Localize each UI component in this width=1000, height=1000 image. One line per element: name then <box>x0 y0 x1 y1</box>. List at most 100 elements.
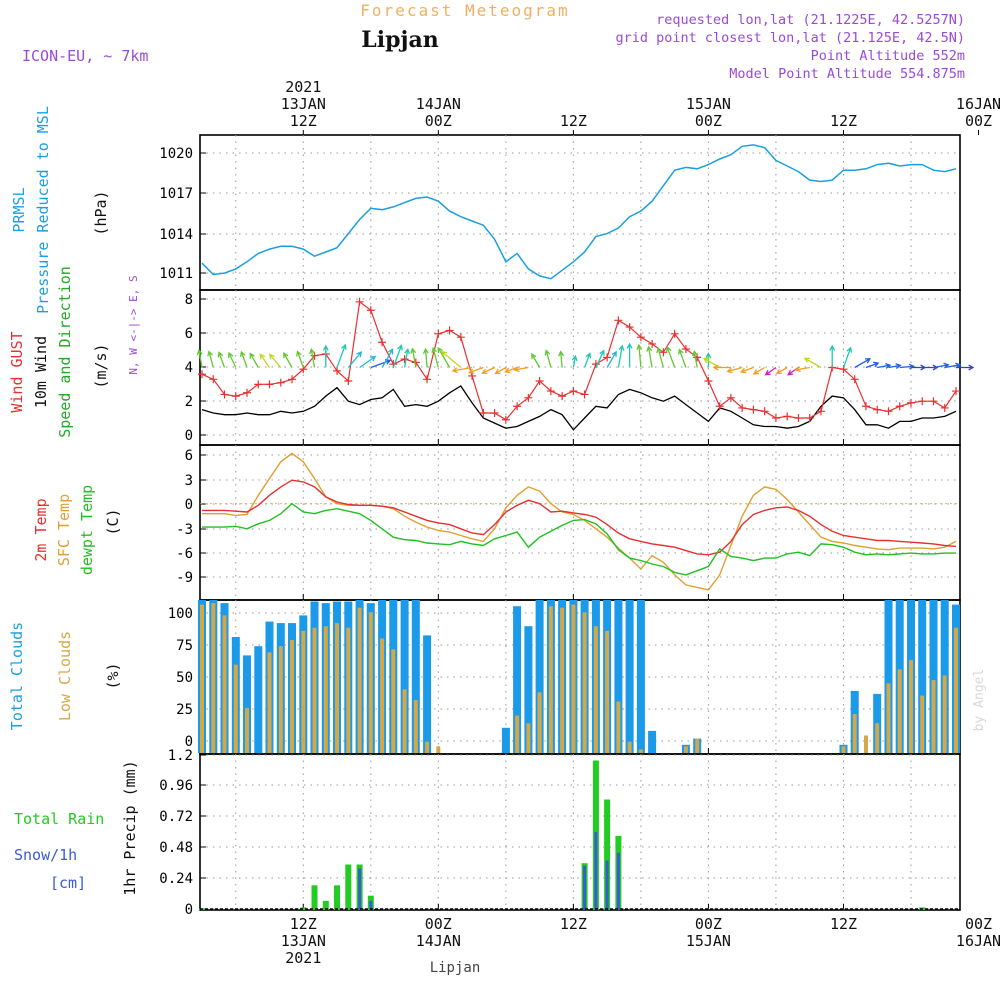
y-tick-label: -9 <box>176 570 193 586</box>
gust-marker <box>749 405 758 414</box>
bottom-axis-label: 00Z <box>965 915 992 933</box>
y-tick-label: 1020 <box>159 146 193 162</box>
wind-direction-arrow <box>877 362 892 369</box>
snow-bar <box>369 900 373 910</box>
low-cloud-bar <box>942 675 947 753</box>
y-tick-label: 0.72 <box>159 809 193 825</box>
y-tick-label: 8 <box>185 292 193 308</box>
top-axis-label: 12Z <box>290 112 317 130</box>
low-cloud-bar <box>200 604 204 753</box>
pressure-line <box>201 144 957 280</box>
gust-marker <box>366 306 375 315</box>
clouds-panel: 100 75 50 25 0 <box>168 599 961 755</box>
low-cloud-bar <box>233 664 238 753</box>
wind-direction-arrow <box>381 348 394 368</box>
wind-direction-arrow <box>239 350 248 368</box>
wind-direction-arrow <box>431 346 439 368</box>
low-cloud-bar <box>886 683 891 753</box>
bottom-axis-label: 12Z <box>290 915 317 933</box>
gust-marker <box>501 415 510 424</box>
wind-direction-arrow <box>764 366 777 376</box>
wind-direction-arrow <box>441 350 462 368</box>
wind-direction-arrow <box>775 366 788 375</box>
sfc-temp-line <box>202 452 957 591</box>
total-cloud-bar <box>400 600 409 753</box>
wind-direction-arrow <box>217 351 226 368</box>
clouds-label-total: Total Clouds <box>8 622 26 730</box>
gust-marker <box>906 398 915 407</box>
gust-marker <box>344 376 353 385</box>
gust-marker <box>861 402 870 411</box>
y-tick-label: 100 <box>168 606 193 622</box>
bottom-axis-label: 15JAN <box>686 932 731 950</box>
wind-direction-arrow <box>606 350 617 368</box>
low-cloud-bar <box>627 741 632 753</box>
credit-watermark: by Angel <box>972 669 987 732</box>
low-cloud-bar <box>346 627 351 753</box>
low-cloud-bar <box>864 735 868 753</box>
precip-label-snow: Snow/1h <box>14 846 77 864</box>
low-cloud-bar <box>852 714 857 753</box>
wind-direction-arrow <box>865 361 880 369</box>
wind-direction-arrow <box>403 347 411 368</box>
low-cloud-bar <box>391 649 396 753</box>
gust-marker <box>636 333 645 342</box>
clouds-label-unit: (%) <box>104 662 122 689</box>
total-cloud-bar <box>636 600 645 753</box>
wind-direction-arrow <box>207 350 214 368</box>
gust-marker <box>603 353 612 362</box>
gust-marker <box>816 407 825 416</box>
y-tick-label: 2 <box>185 394 193 410</box>
gust-marker <box>513 402 522 411</box>
gust-marker <box>648 339 657 348</box>
gust-marker <box>535 376 544 385</box>
precip-label-unit: 1hr Precip (mm) <box>121 760 139 895</box>
rain-bar <box>322 900 329 910</box>
panel-frame <box>199 134 961 291</box>
bottom-axis-label: 16JAN <box>956 932 1000 950</box>
total-cloud-bar <box>411 600 420 753</box>
y-tick-label: 6 <box>185 326 193 342</box>
footer-location: Lipjan <box>430 960 481 976</box>
bottom-axis-label: 14JAN <box>416 932 461 950</box>
low-cloud-bar <box>909 660 913 753</box>
temp-2m-line <box>202 479 957 556</box>
wind-direction-arrow <box>249 352 259 368</box>
gust-marker <box>873 405 882 414</box>
top-axis-label: 00Z <box>695 112 722 130</box>
gust-marker <box>738 403 747 412</box>
wind-direction-arrow <box>531 352 541 368</box>
y-tick-label: 0.48 <box>159 840 193 856</box>
y-tick-label: -3 <box>176 522 193 538</box>
gust-marker <box>445 326 454 335</box>
total-cloud-bar <box>648 730 657 753</box>
low-cloud-bar <box>954 627 958 753</box>
y-tick-label: 25 <box>176 702 193 718</box>
gust-marker <box>355 297 364 306</box>
rain-bar <box>345 864 352 910</box>
low-cloud-bar <box>368 612 373 753</box>
gust-marker <box>952 387 960 396</box>
top-axis-label: 00Z <box>425 112 452 130</box>
top-axis-label: 2021 <box>285 78 321 96</box>
wind-direction-arrow <box>544 349 552 368</box>
low-cloud-bar <box>571 604 576 753</box>
low-cloud-bar <box>560 607 565 753</box>
total-cloud-bar <box>524 626 533 753</box>
low-cloud-bar <box>582 612 587 753</box>
temp-label-dewpt: dewpt Temp <box>78 485 96 575</box>
low-cloud-bar <box>875 723 880 753</box>
precip-label-cm: [cm] <box>50 874 86 892</box>
y-tick-label: 50 <box>176 670 193 686</box>
wind-direction-arrow <box>336 343 347 368</box>
gust-marker <box>558 392 567 401</box>
total-cloud-bar <box>929 600 938 753</box>
low-cloud-bar <box>638 749 643 753</box>
y-tick-label: 0 <box>185 734 193 750</box>
wind-direction-arrow <box>296 350 304 368</box>
low-cloud-bar <box>436 746 441 753</box>
grid-point-coords: grid point closest lon,lat (21.125E, 42.… <box>616 30 966 46</box>
gust-marker <box>929 397 938 406</box>
precip-panel: 1.2 0.96 0.72 0.48 0.24 0 <box>159 748 961 918</box>
snow-bar <box>583 865 587 910</box>
